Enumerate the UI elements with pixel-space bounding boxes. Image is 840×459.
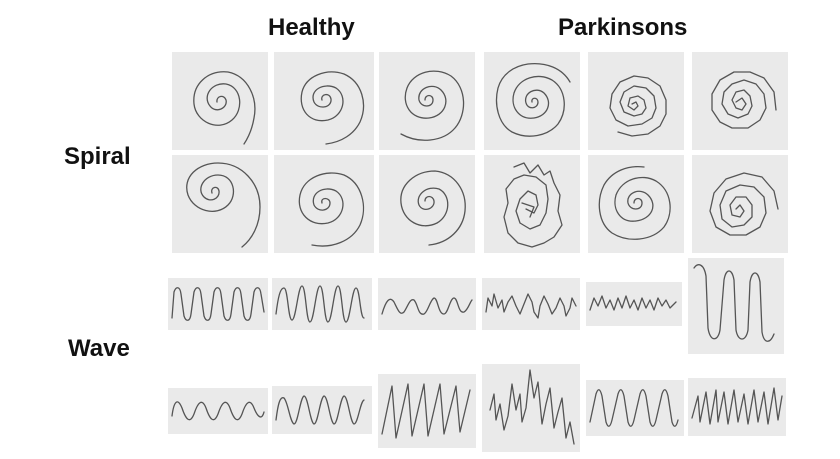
healthy-spiral-drawing [172,52,268,150]
healthy-wave-drawing [378,374,476,448]
parkinsons-wave-drawing [482,364,580,452]
healthy-wave-drawing [272,386,372,434]
healthy-spiral-drawing [379,52,475,150]
parkinsons-column-header: Parkinsons [558,14,688,41]
parkinsons-spiral-drawing [588,155,684,253]
healthy-spiral-drawing [172,155,268,253]
parkinsons-wave-drawing [586,380,684,436]
parkinsons-wave-drawing [688,258,784,354]
parkinsons-spiral-drawing [588,52,684,150]
parkinsons-spiral-drawing [484,155,580,253]
healthy-wave-drawing [168,278,268,330]
spiral-row-label: Spiral [64,143,131,170]
healthy-spiral-drawing [274,52,374,150]
parkinsons-wave-drawing [688,378,786,436]
parkinsons-wave-drawing [586,282,682,326]
parkinsons-spiral-drawing [692,52,788,150]
parkinsons-spiral-drawing [692,155,788,253]
healthy-spiral-drawing [379,155,475,253]
healthy-wave-drawing [272,278,372,330]
healthy-wave-drawing [378,278,476,330]
healthy-spiral-drawing [274,155,374,253]
healthy-column-header: Healthy [268,14,355,41]
wave-row-label: Wave [68,335,130,362]
healthy-wave-drawing [168,388,268,434]
parkinsons-wave-drawing [482,278,580,330]
parkinsons-spiral-drawing [484,52,580,150]
